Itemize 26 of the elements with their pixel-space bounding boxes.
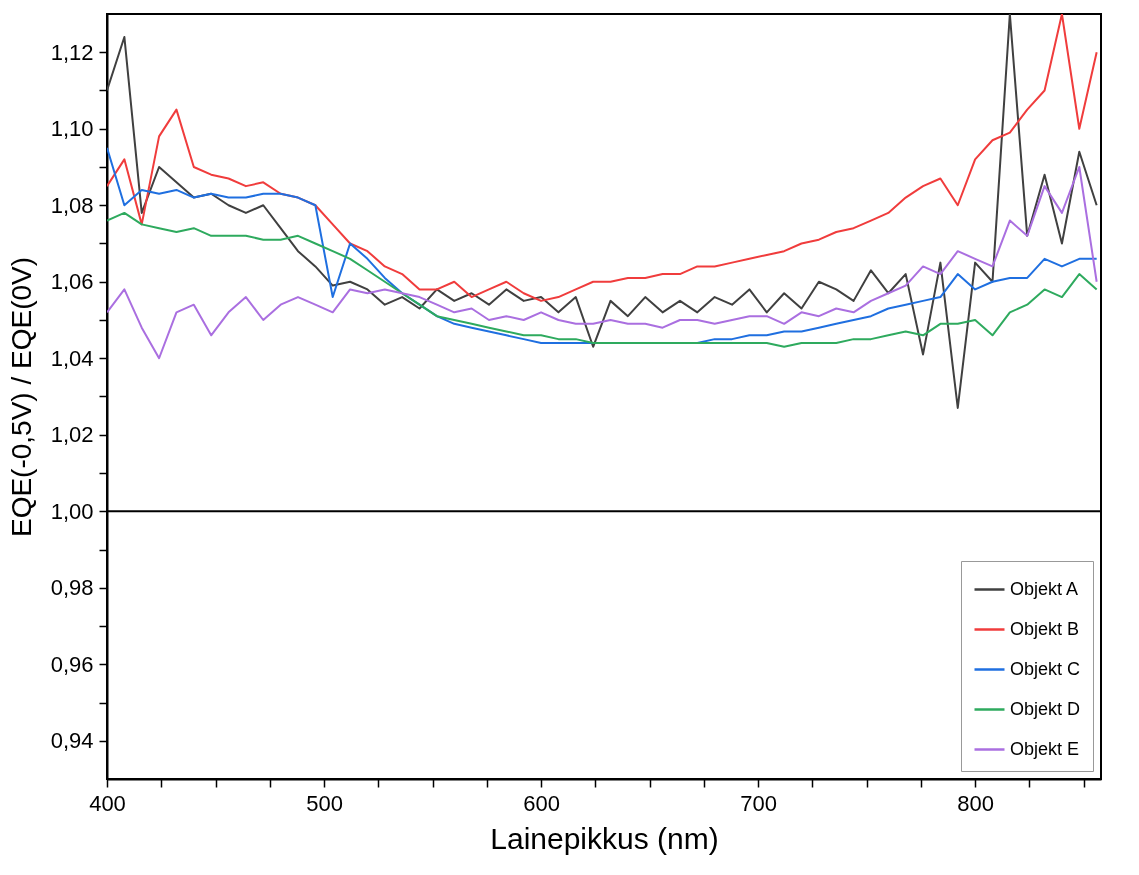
x-tick-label: 500 bbox=[306, 790, 343, 816]
x-tick-label: 400 bbox=[89, 790, 126, 816]
line-series bbox=[107, 211, 1098, 348]
y-tick-label: 1,08 bbox=[50, 192, 94, 218]
y-axis-title: EQE(-0,5V) / EQE(0V) bbox=[5, 256, 37, 538]
y-tick-label: 1,00 bbox=[50, 498, 94, 524]
y-tick-label: 1,02 bbox=[50, 422, 94, 448]
line-series bbox=[107, 14, 1098, 302]
legend-label: Objekt E bbox=[1010, 738, 1080, 759]
x-tick-label: 600 bbox=[523, 790, 560, 816]
legend-label: Objekt D bbox=[1010, 698, 1081, 719]
x-tick-label: 800 bbox=[957, 790, 994, 816]
y-tick-label: 1,06 bbox=[50, 269, 94, 295]
legend-label: Objekt A bbox=[1010, 578, 1079, 599]
legend-label: Objekt B bbox=[1010, 618, 1080, 639]
line-series bbox=[107, 14, 1098, 409]
y-tick-label: 0,94 bbox=[50, 728, 94, 754]
y-tick-label: 0,98 bbox=[50, 575, 94, 601]
y-tick-label: 1,04 bbox=[50, 345, 94, 371]
x-axis-title: Lainepikkus (nm) bbox=[490, 821, 719, 855]
y-tick-label: 0,96 bbox=[50, 651, 94, 677]
line-series bbox=[107, 166, 1098, 360]
x-tick-label: 700 bbox=[740, 790, 777, 816]
y-tick-label: 1,12 bbox=[50, 39, 94, 65]
legend-label: Objekt C bbox=[1010, 658, 1081, 679]
y-tick-label: 1,10 bbox=[50, 116, 94, 142]
